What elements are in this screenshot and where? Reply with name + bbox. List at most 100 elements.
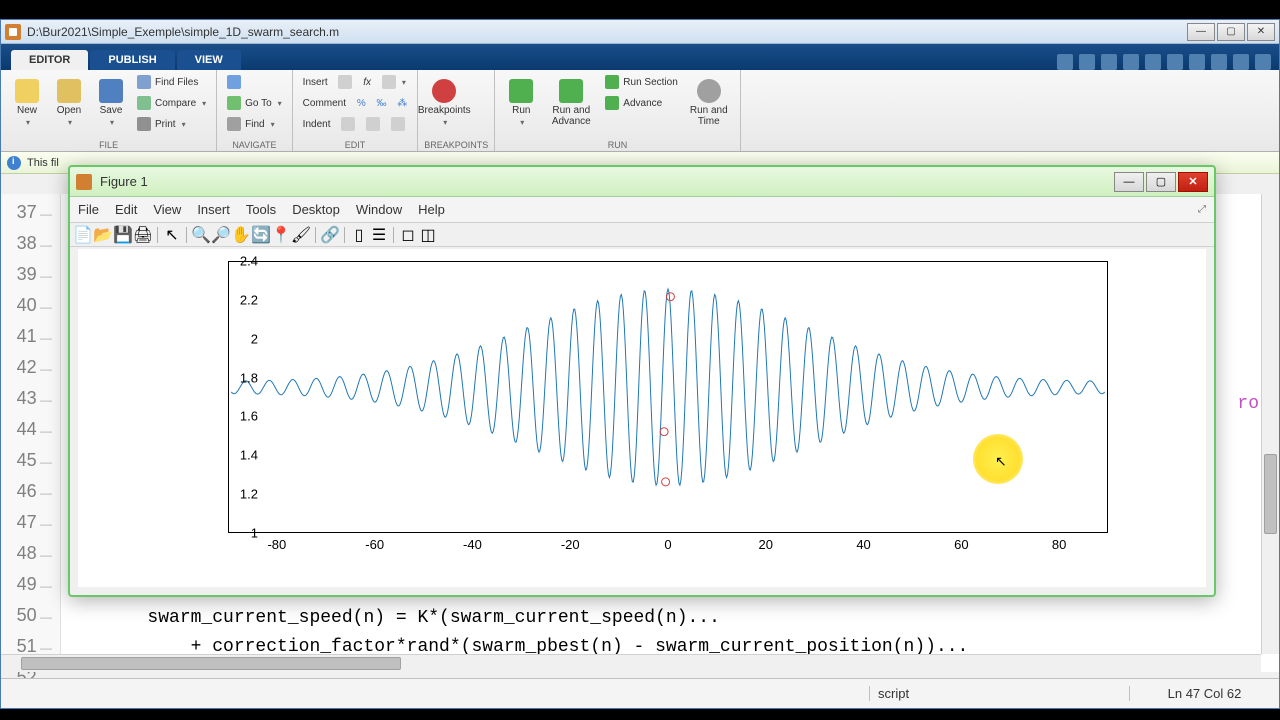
save-figure-icon[interactable]: 💾 bbox=[114, 226, 132, 244]
figure-close-button[interactable]: ✕ bbox=[1178, 172, 1208, 192]
tab-view[interactable]: VIEW bbox=[177, 50, 241, 70]
figure-menu-desktop[interactable]: Desktop bbox=[292, 202, 340, 217]
print-figure-icon[interactable]: 🖨 bbox=[134, 226, 152, 244]
toolstrip-run: Run▾ Run and Advance Run Section Advance… bbox=[495, 70, 740, 151]
colorbar-icon[interactable]: ▯ bbox=[350, 226, 368, 244]
x-tick-label: -40 bbox=[463, 537, 482, 552]
legend-icon[interactable]: ☰ bbox=[370, 226, 388, 244]
quick-icon-7[interactable] bbox=[1189, 54, 1205, 70]
compare-button[interactable]: Compare▾ bbox=[133, 93, 210, 113]
x-tick-label: -80 bbox=[267, 537, 286, 552]
run-button[interactable]: Run▾ bbox=[501, 72, 541, 134]
figure-menu-insert[interactable]: Insert bbox=[197, 202, 230, 217]
status-mode: script bbox=[869, 686, 1129, 701]
line-gutter: 37383940414243444546474849505152 bbox=[1, 194, 61, 672]
info-text: This fil bbox=[27, 157, 59, 169]
figure-menu-window[interactable]: Window bbox=[356, 202, 402, 217]
toolstrip-file: New▾ Open▾ Save▾ Find Files Compare▾ Pri… bbox=[1, 70, 217, 151]
vertical-scrollbar[interactable] bbox=[1261, 194, 1279, 654]
figure-maximize-button[interactable]: ▢ bbox=[1146, 172, 1176, 192]
title-path: D:\Bur2021\Simple_Exemple\simple_1D_swar… bbox=[27, 25, 339, 39]
run-time-button[interactable]: Run and Time bbox=[684, 72, 734, 134]
figure-menu-help[interactable]: Help bbox=[418, 202, 445, 217]
axes[interactable] bbox=[228, 261, 1108, 533]
run-section-button[interactable]: Run Section bbox=[601, 72, 681, 92]
goto-button[interactable]: Go To▾ bbox=[223, 93, 286, 113]
figure-toolbar: 📄 📂 💾 🖨 ↖ 🔍 🔎 ✋ 🔄 📍 🖌 🔗 ▯ ☰ ◻ ◫ bbox=[70, 223, 1214, 247]
figure-minimize-button[interactable]: — bbox=[1114, 172, 1144, 192]
quick-icon-3[interactable] bbox=[1101, 54, 1117, 70]
link-icon[interactable]: 🔗 bbox=[321, 226, 339, 244]
print-button[interactable]: Print▾ bbox=[133, 114, 210, 134]
dock-icon[interactable]: ⤢ bbox=[1198, 204, 1206, 215]
y-tick-label: 2.2 bbox=[228, 292, 258, 307]
navigate-group-label: NAVIGATE bbox=[223, 140, 286, 151]
find-button[interactable]: Find▾ bbox=[223, 114, 286, 134]
figure-menu-edit[interactable]: Edit bbox=[115, 202, 137, 217]
zoom-in-icon[interactable]: 🔍 bbox=[192, 226, 210, 244]
hide-tools-icon[interactable]: ◻ bbox=[399, 226, 417, 244]
comment-button[interactable]: Comment % ‰ ⁂ bbox=[299, 93, 412, 113]
close-button[interactable]: ✕ bbox=[1247, 23, 1275, 41]
cursor-icon: ↖ bbox=[995, 453, 1007, 470]
find-files-button[interactable]: Find Files bbox=[133, 72, 210, 92]
pointer-icon[interactable]: ↖ bbox=[163, 226, 181, 244]
quick-icon-5[interactable] bbox=[1145, 54, 1161, 70]
figure-menu-view[interactable]: View bbox=[153, 202, 181, 217]
brush-icon[interactable]: 🖌 bbox=[292, 226, 310, 244]
y-tick-label: 2 bbox=[228, 331, 258, 346]
quick-icon-4[interactable] bbox=[1123, 54, 1139, 70]
help-icon[interactable] bbox=[1233, 54, 1249, 70]
tab-editor[interactable]: EDITOR bbox=[11, 50, 88, 70]
x-tick-label: 80 bbox=[1052, 537, 1066, 552]
statusbar: script Ln 47 Col 62 bbox=[1, 678, 1279, 708]
y-tick-label: 1 bbox=[228, 526, 258, 541]
save-button[interactable]: Save▾ bbox=[91, 72, 131, 134]
rotate-icon[interactable]: 🔄 bbox=[252, 226, 270, 244]
pan-icon[interactable]: ✋ bbox=[232, 226, 250, 244]
figure-menubar: File Edit View Insert Tools Desktop Window Help… bbox=[70, 197, 1214, 223]
insert-button[interactable]: Insert fx ▾ bbox=[299, 72, 412, 92]
maximize-button[interactable]: ▢ bbox=[1217, 23, 1245, 41]
quick-icon-2[interactable] bbox=[1079, 54, 1095, 70]
x-tick-label: -20 bbox=[561, 537, 580, 552]
data-cursor-icon[interactable]: 📍 bbox=[272, 226, 290, 244]
y-tick-label: 1.2 bbox=[228, 487, 258, 502]
advance-button[interactable]: Advance bbox=[601, 93, 681, 113]
figure-titlebar[interactable]: Figure 1 — ▢ ✕ bbox=[70, 167, 1214, 197]
quick-icon-1[interactable] bbox=[1057, 54, 1073, 70]
y-tick-label: 1.4 bbox=[228, 448, 258, 463]
new-button[interactable]: New▾ bbox=[7, 72, 47, 134]
open-figure-icon[interactable]: 📂 bbox=[94, 226, 112, 244]
y-tick-label: 1.6 bbox=[228, 409, 258, 424]
x-tick-label: 0 bbox=[664, 537, 671, 552]
quick-icon-8[interactable] bbox=[1211, 54, 1227, 70]
back-button[interactable] bbox=[223, 72, 286, 92]
x-tick-label: -60 bbox=[365, 537, 384, 552]
line-chart bbox=[229, 262, 1107, 532]
minimize-button[interactable]: — bbox=[1187, 23, 1215, 41]
y-tick-label: 2.4 bbox=[228, 254, 258, 269]
status-cursor-pos: Ln 47 Col 62 bbox=[1129, 686, 1279, 701]
breakpoints-button[interactable]: Breakpoints▾ bbox=[424, 72, 464, 134]
zoom-out-icon[interactable]: 🔎 bbox=[212, 226, 230, 244]
toolstrip: New▾ Open▾ Save▾ Find Files Compare▾ Pri… bbox=[1, 70, 1279, 152]
horizontal-scrollbar[interactable] bbox=[1, 654, 1261, 672]
show-tools-icon[interactable]: ◫ bbox=[419, 226, 437, 244]
new-figure-icon[interactable]: 📄 bbox=[74, 226, 92, 244]
figure-menu-tools[interactable]: Tools bbox=[246, 202, 276, 217]
indent-button[interactable]: Indent bbox=[299, 114, 412, 134]
x-tick-label: 20 bbox=[759, 537, 773, 552]
info-icon bbox=[7, 156, 21, 170]
main-titlebar: D:\Bur2021\Simple_Exemple\simple_1D_swar… bbox=[1, 20, 1279, 44]
open-button[interactable]: Open▾ bbox=[49, 72, 89, 134]
tab-publish[interactable]: PUBLISH bbox=[90, 50, 174, 70]
run-advance-button[interactable]: Run and Advance bbox=[543, 72, 599, 134]
figure-icon bbox=[76, 174, 92, 190]
toolstrip-breakpoints: Breakpoints▾ BREAKPOINTS bbox=[418, 70, 495, 151]
figure-menu-file[interactable]: File bbox=[78, 202, 99, 217]
file-group-label: FILE bbox=[7, 140, 210, 151]
quick-icon-6[interactable] bbox=[1167, 54, 1183, 70]
run-group-label: RUN bbox=[501, 140, 733, 151]
dropdown-icon[interactable] bbox=[1255, 54, 1271, 70]
